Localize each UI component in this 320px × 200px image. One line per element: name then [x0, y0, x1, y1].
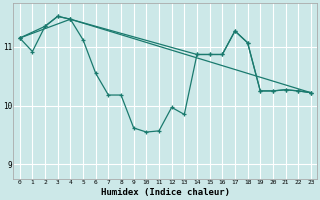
X-axis label: Humidex (Indice chaleur): Humidex (Indice chaleur) [101, 188, 230, 197]
